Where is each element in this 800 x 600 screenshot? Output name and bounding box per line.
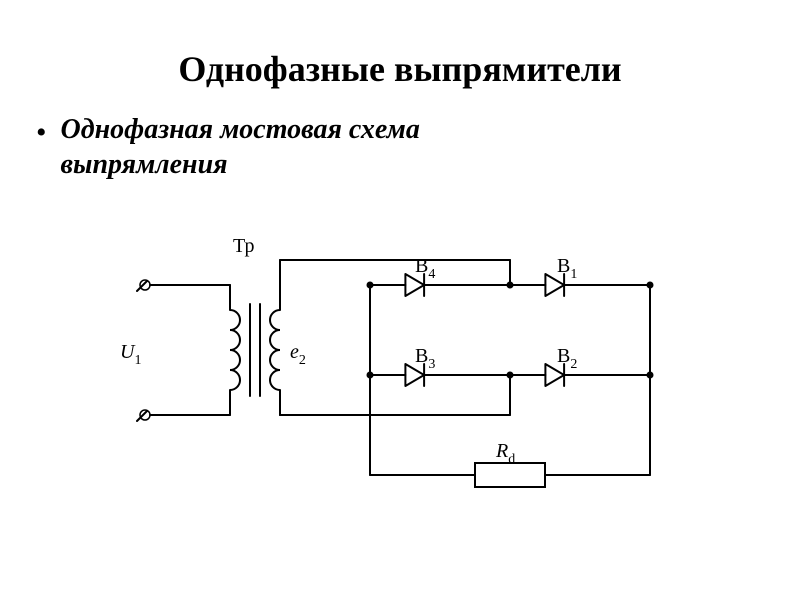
slide: { "title": { "text": "Однофазные выпрями… bbox=[0, 0, 800, 600]
circuit-diagram: U1Трe2B4B1B3B2Rd bbox=[115, 230, 685, 525]
svg-text:B1: B1 bbox=[557, 255, 577, 282]
svg-text:e2: e2 bbox=[290, 341, 306, 368]
svg-text:B2: B2 bbox=[557, 345, 577, 372]
svg-text:Тр: Тр bbox=[233, 235, 254, 257]
bullet-row: • Однофазная мостовая схема выпрямления bbox=[36, 112, 581, 182]
circuit-svg: U1Трe2B4B1B3B2Rd bbox=[115, 230, 685, 520]
bullet-dot: • bbox=[36, 118, 47, 148]
svg-text:U1: U1 bbox=[120, 341, 141, 368]
svg-text:B3: B3 bbox=[415, 345, 435, 372]
slide-subtitle: Однофазная мостовая схема выпрямления bbox=[61, 112, 581, 182]
slide-title: Однофазные выпрямители bbox=[0, 48, 800, 90]
